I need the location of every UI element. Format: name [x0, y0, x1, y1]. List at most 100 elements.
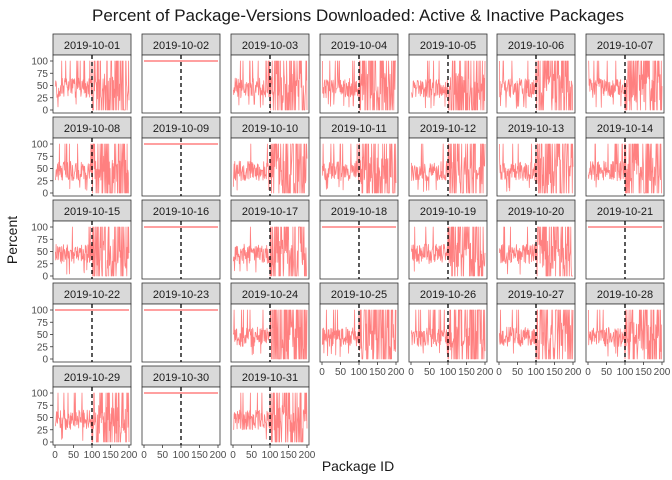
y-tick-label: 75	[37, 69, 49, 80]
y-tick-label: 100	[31, 389, 48, 400]
facet-label: 2019-10-20	[508, 206, 564, 218]
facet-label: 2019-10-09	[153, 123, 209, 135]
facet-label: 2019-10-06	[508, 40, 564, 52]
panel-2019-10-17: 2019-10-17	[230, 199, 310, 280]
y-tick-label: 0	[42, 438, 48, 449]
x-tick-label: 200	[121, 450, 138, 461]
panel-2019-10-10: 2019-10-10	[230, 116, 310, 197]
x-tick-label: 0	[230, 450, 236, 461]
x-tick-label: 0	[52, 450, 58, 461]
panel-2019-10-26: 2019-10-26 0 50 100 150 200	[408, 282, 494, 378]
panel-2019-10-21: 2019-10-21	[585, 199, 665, 280]
x-tick-label: 150	[458, 367, 475, 378]
panel-2019-10-25: 2019-10-25 0 50 100 150 200	[319, 282, 405, 378]
x-tick-label: 150	[546, 367, 563, 378]
series-line	[55, 226, 130, 277]
x-tick-label: 0	[319, 367, 325, 378]
y-tick-label: 75	[37, 318, 49, 329]
x-tick-label: 100	[84, 450, 101, 461]
x-tick-label: 100	[351, 367, 368, 378]
panel-2019-10-20: 2019-10-20	[496, 199, 576, 280]
y-tick-label: 50	[37, 413, 49, 424]
facet-label: 2019-10-31	[242, 372, 298, 384]
x-tick-label: 0	[408, 367, 414, 378]
x-tick-label: 150	[191, 450, 208, 461]
y-tick-label: 25	[37, 342, 49, 353]
series-line	[411, 309, 486, 360]
panel-2019-10-09: 2019-10-09	[141, 116, 221, 197]
y-tick-label: 0	[42, 106, 48, 117]
panel-2019-10-04: 2019-10-04	[319, 33, 399, 114]
y-axis-title: Percent	[4, 216, 20, 264]
series-line	[499, 60, 573, 111]
panel-2019-10-11: 2019-10-11	[319, 116, 399, 197]
x-tick-label: 150	[280, 450, 297, 461]
series-line	[322, 143, 397, 194]
facet-label: 2019-10-22	[64, 289, 120, 301]
facet-label: 2019-10-21	[597, 206, 653, 218]
panel-2019-10-06: 2019-10-06	[496, 33, 576, 114]
facet-label: 2019-10-16	[153, 206, 209, 218]
x-tick-label: 150	[369, 367, 386, 378]
x-tick-label: 150	[635, 367, 652, 378]
x-tick-label: 200	[654, 367, 671, 378]
facet-label: 2019-10-03	[242, 40, 298, 52]
chart-title: Percent of Package-Versions Downloaded: …	[92, 6, 624, 25]
y-tick-label: 0	[42, 355, 48, 366]
y-tick-label: 25	[37, 176, 49, 187]
y-tick-label: 100	[31, 223, 48, 234]
y-tick-label: 25	[37, 93, 49, 104]
panel-2019-10-31: 2019-10-31 0 50 100 150 200	[230, 365, 316, 461]
panel-2019-10-07: 2019-10-07	[585, 33, 665, 114]
facet-label: 2019-10-23	[153, 289, 209, 301]
y-tick-label: 50	[37, 330, 49, 341]
panel-2019-10-28: 2019-10-28 0 50 100 150 200	[585, 282, 671, 378]
facet-label: 2019-10-02	[153, 40, 209, 52]
facet-label: 2019-10-15	[64, 206, 120, 218]
facet-label: 2019-10-25	[331, 289, 387, 301]
panel-2019-10-16: 2019-10-16	[141, 199, 221, 280]
y-tick-label: 25	[37, 425, 49, 436]
panel-2019-10-18: 2019-10-18	[319, 199, 399, 280]
series-line	[322, 60, 396, 111]
x-tick-label: 50	[68, 450, 80, 461]
panel-2019-10-27: 2019-10-27 0 50 100 150 200	[496, 282, 582, 378]
panel-2019-10-19: 2019-10-19	[408, 199, 488, 280]
y-tick-label: 50	[37, 164, 49, 175]
facet-label: 2019-10-28	[597, 289, 653, 301]
series-line	[588, 309, 662, 360]
x-axis-title: Package ID	[322, 458, 394, 474]
facet-label: 2019-10-30	[153, 372, 209, 384]
x-tick-label: 200	[299, 450, 316, 461]
series-line	[499, 143, 574, 194]
x-tick-label: 200	[477, 367, 494, 378]
facet-label: 2019-10-07	[597, 40, 653, 52]
panel-2019-10-03: 2019-10-03	[230, 33, 310, 114]
panel-2019-10-12: 2019-10-12	[408, 116, 488, 197]
x-tick-label: 50	[246, 450, 258, 461]
facet-label: 2019-10-17	[242, 206, 298, 218]
panel-2019-10-05: 2019-10-05	[408, 33, 488, 114]
y-tick-label: 0	[42, 272, 48, 283]
x-tick-label: 200	[210, 450, 227, 461]
x-tick-label: 50	[424, 367, 436, 378]
y-tick-label: 100	[31, 57, 48, 68]
y-tick-label: 100	[31, 140, 48, 151]
panel-2019-10-14: 2019-10-14	[585, 116, 665, 197]
panel-2019-10-02: 2019-10-02	[141, 33, 221, 114]
x-tick-label: 200	[388, 367, 405, 378]
series-line	[322, 309, 397, 360]
x-tick-label: 50	[601, 367, 613, 378]
y-tick-label: 25	[37, 259, 49, 270]
y-tick-label: 75	[37, 152, 49, 163]
facet-label: 2019-10-12	[420, 123, 476, 135]
facet-label: 2019-10-11	[331, 123, 386, 135]
y-tick-label: 0	[42, 189, 48, 200]
x-tick-label: 50	[512, 367, 524, 378]
y-tick-label: 50	[37, 247, 49, 258]
x-tick-label: 100	[173, 450, 190, 461]
